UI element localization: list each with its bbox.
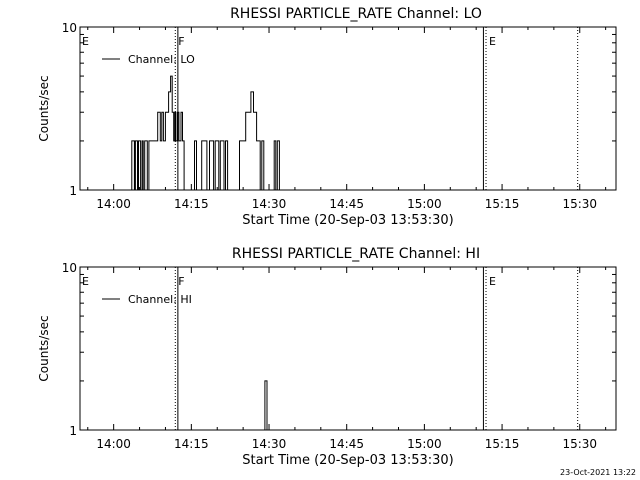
x-tick-label: 14:15 <box>174 197 209 211</box>
timestamp-label: 23-Oct-2021 13:22 <box>560 468 636 477</box>
chart-panel-lo: RHESSI PARTICLE_RATE Channel: LO 14:00 14:… <box>37 6 617 228</box>
x-tick-label: 14:45 <box>329 437 364 451</box>
y-tick-label: 10 <box>62 261 77 275</box>
x-tick-label: 15:30 <box>562 437 597 451</box>
x-tick-label: 14:30 <box>252 437 287 451</box>
y-tick-label: 1 <box>69 424 77 438</box>
x-tick-label: 15:00 <box>407 437 442 451</box>
marker-label: F <box>178 275 184 288</box>
marker-label: E <box>489 35 496 48</box>
y-tick-label: 10 <box>62 21 77 35</box>
plot-frame <box>79 266 617 431</box>
series-line <box>130 75 293 191</box>
x-tick-label: 15:30 <box>562 197 597 211</box>
x-tick-label: 14:00 <box>96 197 131 211</box>
series-line <box>263 380 268 431</box>
chart-panel-hi: RHESSI PARTICLE_RATE Channel: HI 14:00 14:… <box>37 246 617 468</box>
x-axis-label: Start Time (20-Sep-03 13:53:30) <box>242 453 453 468</box>
marker-label-edge: E <box>82 35 89 48</box>
x-tick-label: 14:45 <box>329 197 364 211</box>
x-tick-label: 14:15 <box>174 437 209 451</box>
marker-label: E <box>489 275 496 288</box>
y-axis-label: Counts/sec <box>37 315 51 381</box>
marker-label: F <box>178 35 184 48</box>
y-axis-label: Counts/sec <box>37 75 51 141</box>
x-tick-label: 15:00 <box>407 197 442 211</box>
legend-label: Channel: LO <box>128 53 195 66</box>
chart-title: RHESSI PARTICLE_RATE Channel: HI <box>232 246 480 262</box>
x-tick-label: 15:15 <box>485 437 520 451</box>
chart-title: RHESSI PARTICLE_RATE Channel: LO <box>230 6 482 22</box>
marker-label-edge: E <box>82 275 89 288</box>
x-tick-label: 14:00 <box>96 437 131 451</box>
y-tick-label: 1 <box>69 184 77 198</box>
plot-frame <box>79 26 617 191</box>
x-axis-label: Start Time (20-Sep-03 13:53:30) <box>242 213 453 228</box>
legend-label: Channel: HI <box>128 293 192 306</box>
x-tick-label: 14:30 <box>252 197 287 211</box>
x-tick-label: 15:15 <box>485 197 520 211</box>
